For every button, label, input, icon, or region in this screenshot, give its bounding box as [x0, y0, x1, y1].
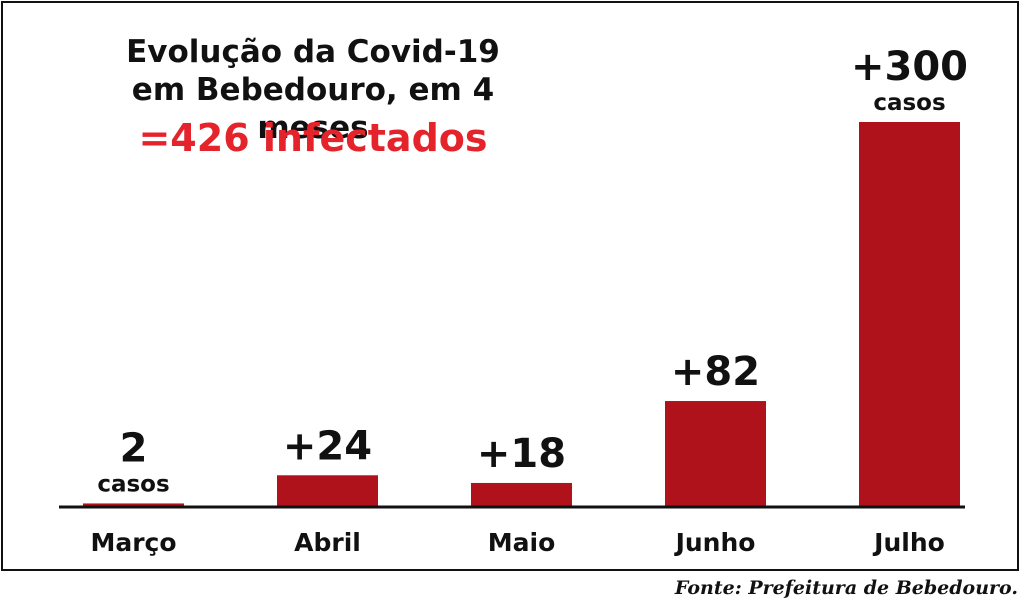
value-label-5: +300: [851, 44, 968, 90]
bar-4: [665, 401, 766, 506]
bar-2: [277, 475, 378, 506]
chart-frame: Evolução da Covid-19 em Bebedouro, em 4 …: [1, 1, 1019, 571]
bar-3: [471, 482, 572, 506]
chart-title: Evolução da Covid-19: [126, 34, 500, 70]
bar-1: [83, 503, 184, 506]
category-label-2: Abril: [294, 528, 361, 557]
bar-chart: 2casosMarço+24Abril+18Maio+82Junho+300ca…: [59, 44, 968, 557]
value-label-3: +18: [477, 431, 566, 477]
value-label-1: 2: [120, 425, 148, 471]
value-label-2: +24: [283, 423, 372, 469]
unit-label-5: casos: [873, 90, 945, 116]
total-infected-label: =426 infectados: [138, 116, 488, 160]
value-label-4: +82: [671, 349, 760, 395]
category-label-5: Julho: [872, 528, 945, 557]
chart-subtitle: em Bebedouro, em 4 meses: [131, 72, 495, 146]
category-label-1: Março: [90, 528, 176, 557]
category-label-4: Junho: [674, 528, 756, 557]
unit-label-1: casos: [97, 471, 169, 497]
source-credit: Fonte: Prefeitura de Bebedouro.: [674, 577, 1018, 599]
bar-5: [859, 122, 960, 506]
category-label-3: Maio: [488, 528, 556, 557]
